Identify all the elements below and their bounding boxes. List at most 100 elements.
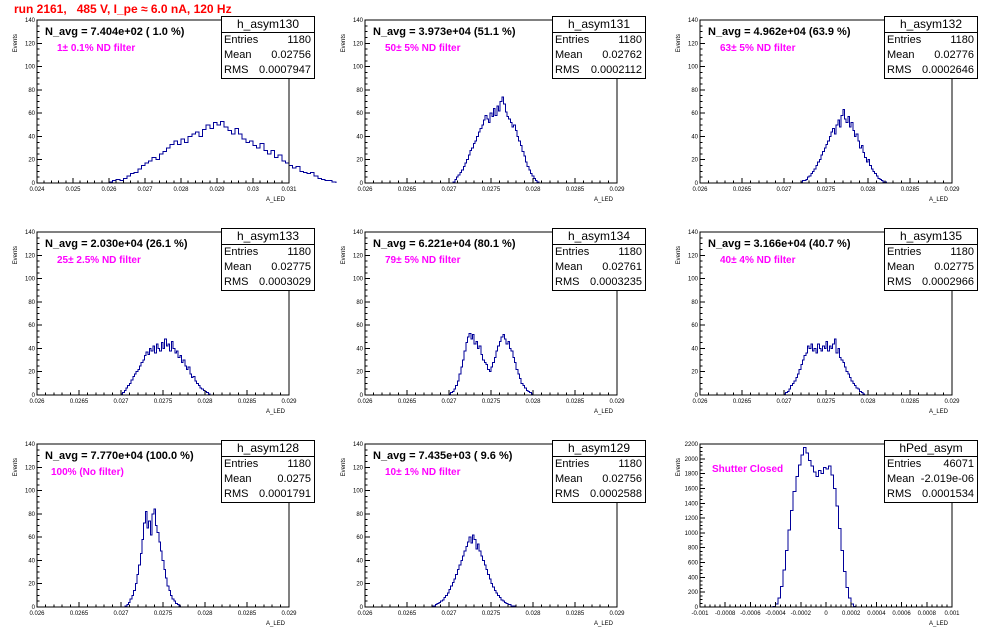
stats-label: Entries xyxy=(555,458,590,470)
x-axis-title: A_LED xyxy=(266,197,286,203)
filter-annotation: Shutter Closed xyxy=(712,464,783,475)
stats-label: Mean xyxy=(224,49,252,61)
stats-label: Entries xyxy=(555,34,590,46)
filter-annotation: 25± 2.5% ND filter xyxy=(57,255,141,266)
stats-row-mean: Mean 0.02775 xyxy=(885,260,977,275)
x-tick-label: 0.028 xyxy=(525,187,541,193)
stats-value: 0.0275 xyxy=(277,473,311,485)
stats-box: h_asym131 Entries 1180 Mean 0.02762 RMS 0.0002… xyxy=(552,16,646,79)
y-tick-label: 60 xyxy=(691,111,698,117)
stats-value: 1180 xyxy=(618,34,642,46)
stats-row-mean: Mean 0.02756 xyxy=(222,48,314,63)
stats-label: RMS xyxy=(555,64,580,76)
filter-annotation: 79± 5% ND filter xyxy=(385,255,461,266)
y-tick-label: 140 xyxy=(25,442,36,448)
filter-annotation: 63± 5% ND filter xyxy=(720,43,796,54)
x-tick-label: 0.027 xyxy=(113,611,129,617)
y-tick-label: 40 xyxy=(356,558,363,564)
y-tick-label: 0 xyxy=(360,605,364,611)
x-tick-label: 0.0275 xyxy=(154,611,173,617)
stats-row-entries: Entries 1180 xyxy=(553,33,645,48)
y-tick-label: 100 xyxy=(353,65,364,71)
stats-row-entries: Entries 1180 xyxy=(553,245,645,260)
y-tick-label: 40 xyxy=(356,134,363,140)
x-tick-label: 0.029 xyxy=(209,187,225,193)
stats-row-mean: Mean 0.02756 xyxy=(553,472,645,487)
y-tick-label: 120 xyxy=(353,465,364,471)
y-tick-label: 400 xyxy=(688,575,699,581)
stats-box: h_asym129 Entries 1180 Mean 0.02756 RMS 0.0002… xyxy=(552,440,646,503)
stats-row-mean: Mean 0.02776 xyxy=(885,48,977,63)
y-tick-label: 40 xyxy=(28,134,35,140)
stats-value: 0.02776 xyxy=(934,49,974,61)
x-tick-label: 0.026 xyxy=(357,399,373,405)
stats-row-mean: Mean 0.02775 xyxy=(222,260,314,275)
stats-row-entries: Entries 1180 xyxy=(553,457,645,472)
stats-value: 0.02775 xyxy=(934,261,974,273)
x-tick-label: 0.001 xyxy=(944,611,960,617)
navg-label: N_avg = 3.973e+04 (51.1 %) xyxy=(373,26,516,38)
y-tick-label: 40 xyxy=(691,134,698,140)
y-tick-label: 0 xyxy=(695,393,699,399)
x-tick-label: 0.024 xyxy=(29,187,45,193)
x-tick-label: 0.026 xyxy=(692,399,708,405)
stats-value: 46071 xyxy=(943,458,974,470)
x-tick-label: 0 xyxy=(824,611,828,617)
y-axis-title: Events xyxy=(676,458,682,476)
x-tick-label: 0.0285 xyxy=(566,611,585,617)
histogram-pad-h_asym130: 0.024 0.025 0.026 0.027 0.028 0.029 0.03 0.031 0… xyxy=(7,16,337,205)
y-tick-label: 140 xyxy=(688,18,699,24)
x-tick-label: 0.0004 xyxy=(867,611,886,617)
y-tick-label: 140 xyxy=(25,230,36,236)
x-tick-label: 0.0275 xyxy=(482,187,501,193)
stats-label: Entries xyxy=(224,458,259,470)
x-tick-label: 0.029 xyxy=(281,399,297,405)
x-tick-label: -0.0006 xyxy=(740,611,761,617)
x-tick-label: 0.0275 xyxy=(482,399,501,405)
x-tick-label: 0.026 xyxy=(101,187,117,193)
filter-annotation: 10± 1% ND filter xyxy=(385,467,461,478)
y-tick-label: 1400 xyxy=(685,501,699,507)
x-tick-label: 0.027 xyxy=(137,187,153,193)
y-tick-label: 200 xyxy=(688,590,699,596)
stats-label: RMS xyxy=(887,276,912,288)
x-tick-label: 0.026 xyxy=(357,611,373,617)
y-tick-label: 80 xyxy=(691,300,698,306)
y-axis-title: Events xyxy=(341,458,347,476)
x-tick-label: 0.029 xyxy=(609,187,625,193)
stats-row-mean: Mean 0.02762 xyxy=(553,48,645,63)
y-tick-label: 60 xyxy=(28,111,35,117)
histogram-line xyxy=(800,109,887,183)
y-tick-label: 20 xyxy=(356,370,363,376)
x-tick-label: 0.0265 xyxy=(733,399,752,405)
y-tick-label: 1600 xyxy=(685,486,699,492)
y-axis-title: Events xyxy=(676,246,682,264)
histogram-name: h_asym133 xyxy=(222,229,314,245)
y-axis-title: Events xyxy=(341,34,347,52)
y-tick-label: 80 xyxy=(28,300,35,306)
histogram-pad-h_asym133: 0.026 0.0265 0.027 0.0275 0.028 0.0285 0.029 0 2… xyxy=(7,228,315,417)
stats-box: h_asym134 Entries 1180 Mean 0.02761 RMS 0.0003… xyxy=(552,228,646,291)
y-tick-label: 0 xyxy=(360,181,364,187)
x-tick-label: 0.0006 xyxy=(892,611,911,617)
stats-label: Entries xyxy=(887,34,922,46)
y-tick-label: 60 xyxy=(356,323,363,329)
stats-label: Mean xyxy=(887,261,915,273)
stats-row-entries: Entries 46071 xyxy=(885,457,977,472)
histogram-h_asym133: 0.026 0.0265 0.027 0.0275 0.028 0.0285 0.029 0 2… xyxy=(13,230,297,415)
histogram-pad-h_asym128: 0.026 0.0265 0.027 0.0275 0.028 0.0285 0.029 0 2… xyxy=(7,440,315,629)
y-tick-label: 1800 xyxy=(685,472,699,478)
y-tick-label: 0 xyxy=(32,393,36,399)
stats-label: RMS xyxy=(887,64,912,76)
y-tick-label: 100 xyxy=(25,489,36,495)
stats-box: h_asym130 Entries 1180 Mean 0.02756 RMS 0.0007… xyxy=(221,16,315,79)
y-tick-label: 800 xyxy=(688,546,699,552)
stats-label: Entries xyxy=(887,246,922,258)
stats-row-mean: Mean 0.0275 xyxy=(222,472,314,487)
y-tick-label: 100 xyxy=(25,65,36,71)
filter-annotation: 50± 5% ND filter xyxy=(385,43,461,54)
stats-value: 1180 xyxy=(950,246,974,258)
stats-label: RMS xyxy=(887,488,912,500)
stats-value: 0.0001534 xyxy=(922,488,974,500)
histogram-pad-h_asym129: 0.026 0.0265 0.027 0.0275 0.028 0.0285 0.029 0 2… xyxy=(335,440,646,629)
